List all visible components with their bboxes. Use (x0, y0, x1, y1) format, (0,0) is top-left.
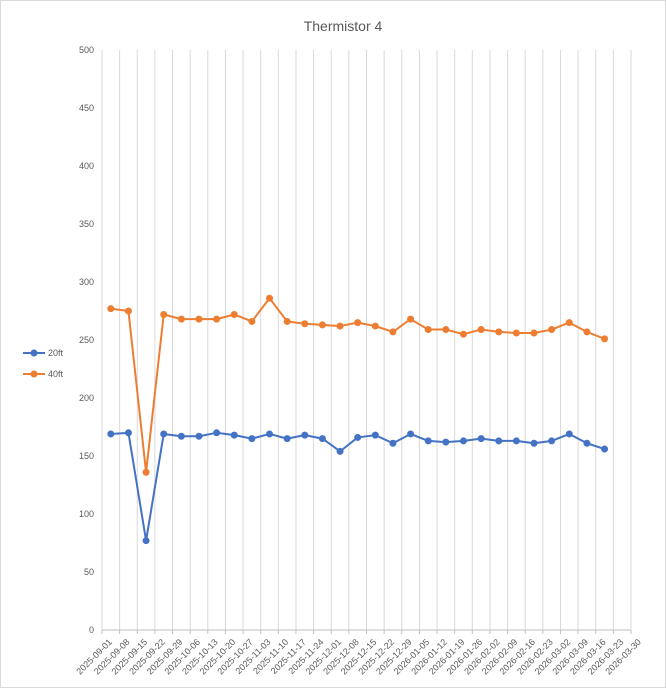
data-point-20ft (142, 537, 150, 545)
data-point-40ft (459, 330, 467, 338)
data-point-20ft (213, 429, 221, 437)
data-point-40ft (530, 329, 538, 337)
data-point-40ft (195, 315, 203, 323)
legend-label-40ft: 40ft (48, 369, 64, 379)
data-point-20ft (266, 430, 274, 438)
data-point-40ft (389, 328, 397, 336)
y-tick-label: 150 (79, 451, 94, 461)
data-point-40ft (548, 326, 556, 334)
series-line-20ft (110, 431, 605, 542)
data-point-20ft (124, 429, 132, 437)
data-point-40ft (565, 319, 573, 327)
data-point-40ft (230, 310, 238, 318)
y-tick-label: 350 (79, 219, 94, 229)
data-point-20ft (601, 445, 609, 453)
y-tick-label: 50 (84, 567, 94, 577)
data-point-40ft (407, 315, 415, 323)
data-point-20ft (548, 437, 556, 445)
legend-label-20ft: 20ft (48, 348, 64, 358)
data-point-20ft (459, 437, 467, 445)
y-tick-label: 500 (79, 45, 94, 55)
y-tick-label: 0 (89, 625, 94, 635)
grid-layer (101, 50, 632, 630)
data-point-40ft (371, 322, 379, 330)
data-point-40ft (142, 468, 150, 476)
data-point-40ft (601, 335, 609, 343)
series-layer (107, 294, 609, 545)
data-point-20ft (160, 430, 168, 438)
data-point-40ft (424, 326, 432, 334)
legend: 20ft 40ft (23, 348, 64, 379)
legend-marker-40ft (30, 370, 38, 378)
data-point-40ft (336, 322, 344, 330)
data-point-40ft (301, 320, 309, 328)
data-point-40ft (160, 310, 168, 318)
data-point-20ft (354, 433, 362, 441)
data-point-20ft (301, 431, 309, 439)
axis-layer: 0501001502002503003504004505002025-09-01… (74, 45, 643, 677)
y-tick-label: 250 (79, 335, 94, 345)
chart-title: Thermistor 4 (304, 18, 383, 34)
data-point-20ft (512, 437, 520, 445)
data-point-40ft (495, 328, 503, 336)
data-point-20ft (177, 432, 185, 440)
data-point-20ft (583, 439, 591, 447)
data-point-20ft (230, 431, 238, 439)
data-point-40ft (583, 328, 591, 336)
data-point-40ft (107, 305, 115, 313)
data-point-40ft (442, 326, 450, 334)
data-point-40ft (248, 317, 256, 325)
data-point-40ft (266, 294, 274, 302)
data-point-20ft (477, 435, 485, 443)
data-point-20ft (424, 437, 432, 445)
data-point-20ft (371, 431, 379, 439)
data-point-40ft (124, 307, 132, 315)
data-point-40ft (512, 329, 520, 337)
data-point-20ft (336, 447, 344, 455)
y-tick-label: 300 (79, 277, 94, 287)
data-point-40ft (283, 317, 291, 325)
y-tick-label: 400 (79, 161, 94, 171)
data-point-20ft (407, 430, 415, 438)
y-tick-label: 200 (79, 393, 94, 403)
data-point-20ft (495, 437, 503, 445)
legend-marker-20ft (30, 349, 38, 357)
data-point-40ft (354, 319, 362, 327)
y-tick-label: 100 (79, 509, 94, 519)
data-point-20ft (248, 435, 256, 443)
data-point-40ft (213, 315, 221, 323)
data-point-20ft (442, 438, 450, 446)
data-point-20ft (107, 430, 115, 438)
data-point-40ft (318, 321, 326, 329)
data-point-20ft (565, 430, 573, 438)
data-point-20ft (195, 432, 203, 440)
data-point-20ft (530, 439, 538, 447)
data-point-20ft (318, 435, 326, 443)
data-point-20ft (283, 435, 291, 443)
data-point-20ft (389, 439, 397, 447)
data-point-40ft (177, 315, 185, 323)
data-point-40ft (477, 326, 485, 334)
y-tick-label: 450 (79, 103, 94, 113)
